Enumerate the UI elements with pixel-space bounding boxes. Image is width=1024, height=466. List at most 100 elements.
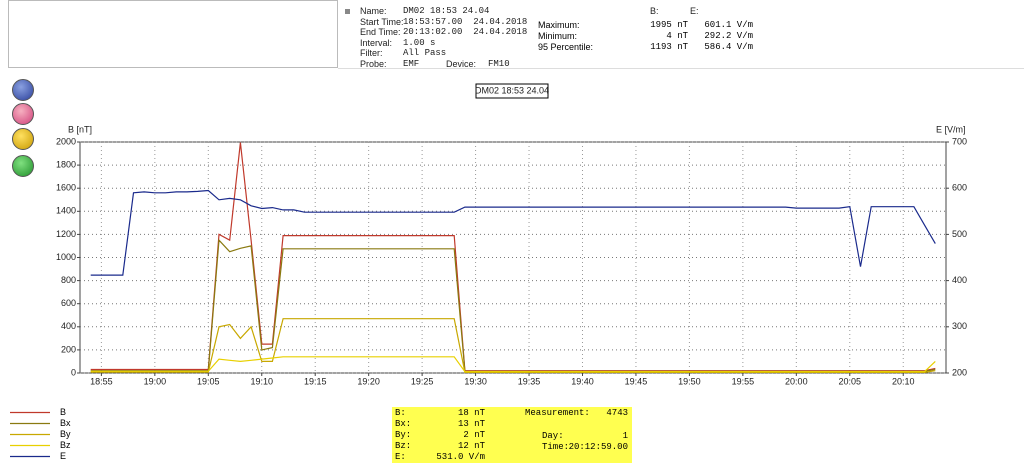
- x-tick-label: 19:15: [304, 376, 327, 386]
- x-tick-label: 19:35: [518, 376, 541, 386]
- y-tick-label: 1800: [56, 159, 76, 169]
- cursor-value: 2 nT: [463, 430, 485, 440]
- cursor-panel: B: 18 nT Bx: 13 nT By: 2 nT Bz: 12 nT E: 531.0 V/…: [392, 407, 632, 463]
- cursor-label: E:: [395, 452, 406, 462]
- x-tick-label: 19:55: [732, 376, 755, 386]
- stats-header: E:: [690, 6, 699, 16]
- legend-swatch: [10, 444, 50, 447]
- cursor-value: 18 nT: [457, 408, 485, 418]
- label: Start Time:: [360, 16, 404, 27]
- label: Name:: [360, 6, 387, 16]
- title-box: [475, 83, 549, 99]
- y2-tick-label: 400: [952, 275, 967, 285]
- cursor-label: Bx:: [395, 419, 412, 429]
- stats-b: 1995 nT: [650, 20, 688, 30]
- icon: [345, 9, 350, 14]
- fit-button[interactable]: [12, 103, 34, 125]
- value: 20:12:59.00: [568, 442, 628, 452]
- y2-tick-label: 600: [952, 183, 967, 193]
- info-values: DM02 18:53 24.04 18:53:57.00 24.04.2018 …: [403, 6, 527, 69]
- points-button[interactable]: [12, 128, 34, 150]
- x-tick-label: 19:40: [571, 376, 594, 386]
- y2-tick-label: 300: [952, 321, 967, 331]
- legend-item: By: [10, 429, 130, 440]
- y-tick-label: 2000: [56, 136, 76, 146]
- legend-label: Bx: [60, 418, 71, 428]
- x-tick-label: 19:50: [678, 376, 701, 386]
- label: Interval:: [360, 37, 393, 48]
- legend-item: Bx: [10, 418, 130, 429]
- cursor-value: 12 nT: [457, 441, 485, 451]
- label: Day:: [542, 431, 564, 441]
- stats-label: Minimum:: [538, 31, 578, 41]
- stats-e: 601.1 V/m: [704, 20, 753, 30]
- stats-e: 586.4 V/m: [704, 42, 753, 52]
- y2-tick-label: 500: [952, 229, 967, 239]
- line-series: [90, 238, 936, 372]
- legend-label: By: [60, 429, 71, 439]
- x-tick-label: 20:05: [839, 376, 862, 386]
- value: 1: [622, 431, 628, 441]
- chart-title: DM02 18:53 24.04: [475, 85, 549, 95]
- x-tick-label: 19:05: [197, 376, 220, 386]
- stats-e: 292.2 V/m: [704, 31, 753, 41]
- list-button[interactable]: [12, 155, 34, 177]
- stats-label: Maximum:: [538, 20, 580, 30]
- y-tick-label: 200: [61, 344, 76, 354]
- label: End Time:: [360, 27, 401, 37]
- legend-label: E: [60, 451, 67, 461]
- x-tick-label: 18:55: [90, 376, 113, 386]
- legend-swatch: [10, 433, 50, 436]
- label: Time:: [542, 442, 570, 452]
- label: Probe:: [360, 58, 387, 69]
- x-tick-label: 20:00: [785, 376, 808, 386]
- legend-item: Bz: [10, 440, 130, 451]
- y-tick-label: 1400: [56, 206, 76, 216]
- value: 18:53:57.00 24.04.2018: [403, 16, 528, 27]
- x-tick-label: 19:25: [411, 376, 434, 386]
- x-tick-label: 20:10: [892, 376, 915, 386]
- value: EMF: [403, 58, 420, 69]
- legend-swatch: [10, 422, 50, 425]
- value: All Pass: [403, 48, 447, 58]
- y2-tick-label: 200: [952, 367, 967, 377]
- y-axis-label: B [nT]: [68, 124, 92, 134]
- y-tick-label: 1000: [56, 252, 76, 262]
- cursor-label: Bz:: [395, 441, 412, 451]
- y2-tick-label: 700: [952, 136, 967, 146]
- label: Device:: [446, 58, 477, 69]
- value: 4743: [606, 408, 628, 418]
- x-tick-label: 19:20: [357, 376, 380, 386]
- zoom-button[interactable]: [12, 79, 34, 101]
- line-series: [90, 189, 936, 276]
- y-tick-label: 400: [61, 321, 76, 331]
- legend-label: Bz: [60, 440, 71, 450]
- stats-label: 95 Percentile:: [538, 42, 594, 52]
- value: 1.00 s: [403, 37, 436, 48]
- y-tick-label: 1600: [56, 183, 76, 193]
- legend-swatch: [10, 455, 50, 458]
- cursor-label: B:: [395, 408, 406, 418]
- y-tick-label: 0: [71, 367, 76, 377]
- line-series: [90, 356, 936, 373]
- cursor-value: 13 nT: [457, 419, 485, 429]
- stats-b: 4 nT: [666, 31, 688, 41]
- value: 20:13:02.00 24.04.2018: [403, 27, 528, 37]
- legend-swatch: [10, 411, 50, 414]
- stats-b: 1193 nT: [650, 42, 688, 52]
- x-tick-label: 19:30: [464, 376, 487, 386]
- label: Measurement:: [525, 408, 590, 418]
- cursor-value: 531.0 V/m: [436, 452, 485, 462]
- y2-axis-label: E [V/m]: [936, 124, 966, 134]
- x-tick-label: 19:10: [250, 376, 273, 386]
- y-tick-label: 800: [61, 275, 76, 285]
- x-tick-label: 19:45: [625, 376, 648, 386]
- x-tick-label: 19:00: [144, 376, 167, 386]
- label: Filter:: [360, 48, 383, 58]
- line-series: [90, 318, 936, 373]
- y-tick-label: 1200: [56, 229, 76, 239]
- name-input[interactable]: [8, 0, 338, 68]
- legend-item: B: [10, 407, 130, 418]
- stats-header: B:: [650, 6, 659, 16]
